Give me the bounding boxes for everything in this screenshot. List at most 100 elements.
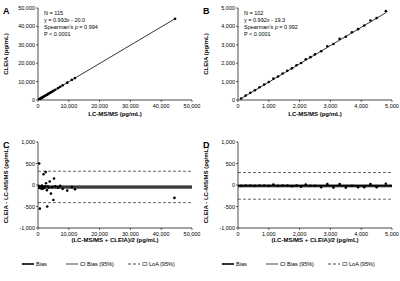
- plot-area: [240, 10, 387, 100]
- x-axis: [38, 228, 192, 229]
- point: [50, 192, 53, 195]
- point: [66, 189, 69, 192]
- point: [338, 38, 341, 41]
- point: [258, 184, 261, 187]
- x-tick: [238, 100, 239, 102]
- x-tick: [268, 100, 269, 102]
- x-tick: [192, 228, 193, 230]
- point: [61, 188, 64, 191]
- y-tick-label: 0: [232, 97, 235, 103]
- point: [375, 186, 378, 189]
- x-tick: [392, 228, 393, 230]
- x-tick-label: 0: [36, 103, 39, 109]
- x-tick-label: 0: [36, 231, 39, 237]
- y-tick: [236, 185, 238, 186]
- figure: A010,00020,00030,00040,00050,000010,0002…: [0, 0, 400, 281]
- x-tick: [130, 228, 131, 230]
- x-tick-label: 1,000: [262, 103, 276, 109]
- point: [300, 62, 303, 65]
- y-tick-label: 3,000: [221, 42, 235, 48]
- x-tick-label: 0: [236, 103, 239, 109]
- point: [286, 184, 289, 187]
- point: [46, 205, 49, 208]
- y-tick-label: 1,000: [21, 139, 35, 145]
- point: [281, 72, 284, 75]
- x-tick: [68, 228, 69, 230]
- panel-label: B: [203, 6, 210, 16]
- reference-line: [238, 172, 392, 173]
- y-tick-label: 10,000: [18, 79, 35, 85]
- point: [240, 185, 243, 188]
- x-axis-label: LC-MS/MS (pg/mL): [288, 111, 341, 117]
- point: [332, 43, 335, 46]
- y-axis-label: CLEIA - LC-MS/MS (pg/mL): [203, 147, 209, 223]
- point: [309, 56, 312, 59]
- point: [71, 79, 74, 82]
- y-tick-label: 2,000: [221, 60, 235, 66]
- point: [249, 92, 252, 95]
- point: [54, 89, 57, 92]
- point: [173, 197, 176, 200]
- x-axis-label: (LC-MS/MS + CLEIA)/2 (pg/mL): [71, 237, 158, 243]
- legend-label: CI Bias (95%): [280, 261, 314, 267]
- point: [385, 182, 388, 185]
- y-tick: [36, 44, 38, 45]
- point: [61, 84, 64, 87]
- point: [309, 185, 312, 188]
- point: [258, 86, 261, 89]
- y-tick-label: -1,000: [219, 225, 235, 231]
- y-axis: [38, 8, 39, 100]
- point: [277, 185, 280, 188]
- point: [52, 199, 55, 202]
- legend-label: CI Bias (95%): [80, 261, 114, 267]
- x-tick: [361, 228, 362, 230]
- annotation: N = 102: [244, 10, 263, 16]
- point: [300, 185, 303, 188]
- point: [320, 50, 323, 53]
- y-tick-label: 0: [232, 182, 235, 188]
- panel-0: A010,00020,00030,00040,00050,000010,0002…: [3, 5, 200, 117]
- point: [244, 94, 247, 97]
- y-tick-label: -500: [24, 204, 35, 210]
- point: [57, 186, 60, 189]
- point: [351, 185, 354, 188]
- point: [314, 185, 317, 188]
- point: [345, 186, 348, 189]
- y-axis: [238, 8, 239, 100]
- y-tick-label: 1,000: [221, 139, 235, 145]
- point: [44, 171, 47, 174]
- panel-1: B01,0002,0003,0004,0005,00001,0002,0003,…: [203, 5, 399, 117]
- point: [74, 77, 77, 80]
- y-tick: [236, 81, 238, 82]
- point: [54, 185, 57, 188]
- reference-line: [38, 188, 192, 189]
- point: [51, 186, 54, 189]
- legend-swatch: [328, 264, 340, 265]
- panel-3: D01,0002,0003,0004,0005,000-1,000-500050…: [203, 139, 399, 267]
- point: [357, 186, 360, 189]
- y-tick: [36, 26, 38, 27]
- y-tick-label: 50,000: [18, 5, 35, 11]
- point: [66, 81, 69, 84]
- x-tick: [361, 100, 362, 102]
- point: [71, 186, 74, 189]
- point: [59, 85, 62, 88]
- annotation: P < 0.0001: [244, 31, 271, 37]
- point: [47, 186, 50, 189]
- x-tick-label: 50,000: [184, 231, 201, 237]
- point: [268, 81, 271, 84]
- annotation: y = 0.993x - 20.0: [44, 17, 85, 23]
- point: [53, 177, 56, 180]
- y-tick: [36, 100, 38, 101]
- y-tick: [236, 228, 238, 229]
- point: [291, 67, 294, 70]
- reference-line: [38, 202, 192, 203]
- point: [363, 24, 366, 27]
- y-tick: [236, 8, 238, 9]
- y-tick: [236, 100, 238, 101]
- point: [272, 77, 275, 80]
- x-tick: [192, 100, 193, 102]
- y-tick-label: 1,000: [221, 79, 235, 85]
- x-tick: [161, 228, 162, 230]
- y-tick: [36, 81, 38, 82]
